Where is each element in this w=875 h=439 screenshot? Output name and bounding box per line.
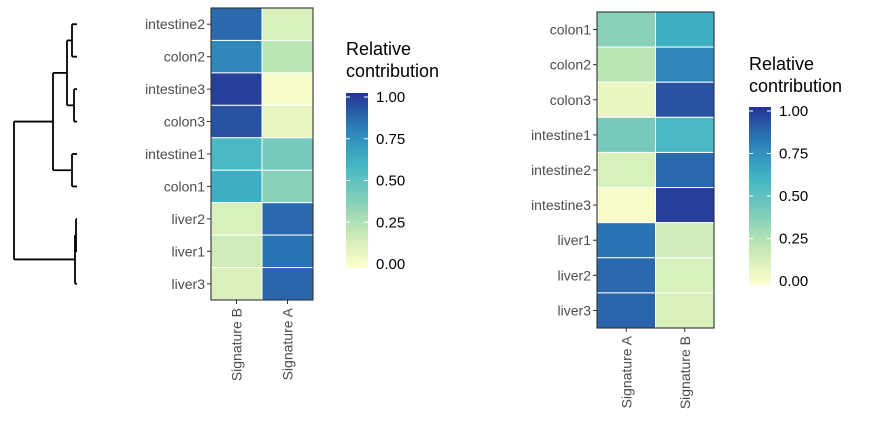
legend-title-line: contribution	[749, 76, 842, 96]
legend-tick-label: 1.00	[779, 103, 808, 120]
y-tick-label-colon2: colon2	[164, 49, 205, 65]
y-tick-label-liver2: liver2	[172, 211, 206, 227]
heatmap-cell-liver2-signature-b	[210, 202, 263, 236]
heatmap-cell-liver2-signature-a	[596, 257, 656, 294]
heatmap-cell-colon2-signature-b	[210, 39, 263, 74]
heatmap-cell-liver2-signature-a	[261, 202, 314, 236]
heatmap-cell-liver1-signature-b	[655, 222, 715, 259]
legend-tick-label: 1.00	[376, 89, 405, 106]
y-tick-label-liver3: liver3	[558, 302, 592, 318]
y-tick-label-intestine2: intestine2	[145, 16, 205, 32]
x-tick-label-signature-a: Signature A	[618, 335, 634, 408]
heatmap-cell-liver1-signature-b	[210, 234, 263, 269]
y-tick-label-colon3: colon3	[164, 114, 205, 130]
heatmap-cell-intestine2-signature-a	[596, 151, 656, 189]
y-tick-label-liver2: liver2	[558, 267, 592, 283]
legend-title-line: Relative	[346, 39, 411, 59]
heatmap-cell-colon2-signature-a	[596, 46, 656, 83]
y-tick-label-intestine3: intestine3	[145, 81, 205, 97]
heatmap-cell-intestine2-signature-b	[210, 7, 263, 41]
heatmap-cell-intestine3-signature-b	[655, 187, 715, 224]
y-tick-label-colon3: colon3	[550, 92, 591, 108]
heatmap-cell-intestine2-signature-a	[261, 7, 314, 41]
legend-tick-label: 0.25	[779, 231, 808, 248]
y-tick-label-intestine2: intestine2	[531, 162, 591, 178]
y-tick-label-colon2: colon2	[550, 57, 591, 73]
heatmap-cell-liver3-signature-b	[655, 292, 715, 329]
heatmap-cell-colon2-signature-a	[261, 39, 314, 74]
heatmap-cell-intestine2-signature-b	[655, 151, 715, 189]
heatmap-cell-colon1-signature-b	[210, 169, 263, 204]
y-tick-label-intestine3: intestine3	[531, 197, 591, 213]
heatmap-cell-colon1-signature-b	[655, 11, 715, 48]
legend-title-line: contribution	[346, 61, 439, 81]
heatmap-cell-colon3-signature-b	[210, 104, 263, 139]
y-tick-label-liver3: liver3	[172, 276, 206, 292]
y-tick-label-liver1: liver1	[172, 243, 206, 259]
heatmap-cell-intestine1-signature-b	[655, 116, 715, 153]
heatmap-cell-liver3-signature-a	[261, 267, 314, 301]
legend-tick-label: 0.75	[376, 131, 405, 148]
heatmap-cell-liver2-signature-b	[655, 257, 715, 294]
x-tick-label-signature-b: Signature B	[677, 336, 693, 409]
legend-tick-label: 0.00	[779, 273, 808, 290]
heatmap-cell-liver1-signature-a	[596, 222, 656, 259]
legend-tick-label: 0.75	[779, 146, 808, 163]
heatmap-cell-intestine1-signature-a	[596, 116, 656, 153]
heatmap-cell-intestine1-signature-a	[261, 137, 314, 171]
heatmap-cell-colon2-signature-b	[655, 46, 715, 83]
legend-colorbar	[749, 107, 771, 285]
heatmap-cell-intestine3-signature-a	[261, 72, 314, 106]
legend-tick-label: 0.25	[376, 214, 405, 231]
heatmap-cell-liver3-signature-b	[210, 267, 263, 301]
heatmap-cell-colon3-signature-b	[655, 81, 715, 118]
y-tick-label-intestine1: intestine1	[531, 127, 591, 143]
x-tick-label-signature-a: Signature A	[280, 307, 296, 380]
y-tick-label-intestine1: intestine1	[145, 146, 205, 162]
y-tick-label-liver1: liver1	[558, 232, 592, 248]
x-tick-label-signature-b: Signature B	[229, 308, 245, 381]
heatmap-cell-intestine3-signature-b	[210, 72, 263, 106]
heatmap-cell-intestine1-signature-b	[210, 137, 263, 171]
heatmap-cell-colon3-signature-a	[261, 104, 314, 139]
heatmap-cell-colon1-signature-a	[596, 11, 656, 48]
legend-title-line: Relative	[749, 54, 814, 74]
heatmap-cell-liver1-signature-a	[261, 234, 314, 269]
heatmap-cell-liver3-signature-a	[596, 292, 656, 329]
heatmap-cell-intestine3-signature-a	[596, 187, 656, 224]
heatmap-cell-colon1-signature-a	[261, 169, 314, 204]
dendrogram	[13, 23, 77, 285]
legend-tick-label: 0.50	[779, 188, 808, 205]
y-tick-label-colon1: colon1	[164, 178, 205, 194]
legend-tick-label: 0.50	[376, 173, 405, 190]
y-tick-label-colon1: colon1	[550, 22, 591, 38]
legend-colorbar	[346, 93, 368, 268]
heatmap-cell-colon3-signature-a	[596, 81, 656, 118]
legend-tick-label: 0.00	[376, 256, 405, 273]
left-heatmap-panel: intestine2 colon2 intestine3 colon3 intestin…	[13, 7, 439, 381]
right-heatmap-panel: colon1 colon2 colon3 intestine1 intestine2 in…	[531, 11, 842, 409]
